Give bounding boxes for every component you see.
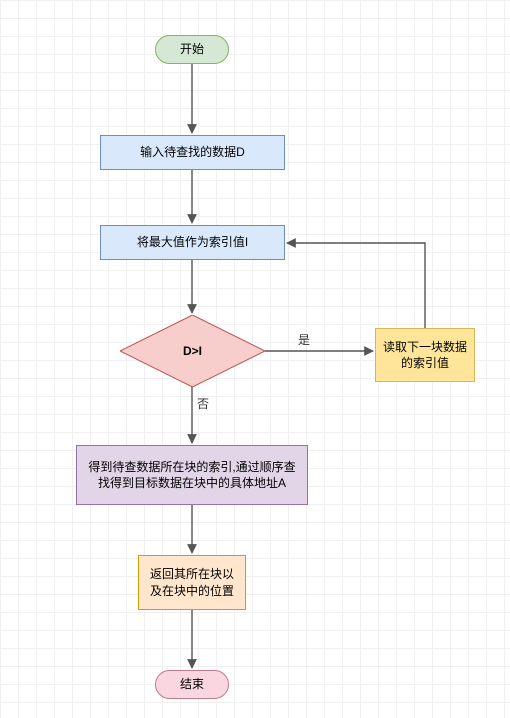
return-label: 返回其所在块以及在块中的位置 [145, 566, 239, 598]
index-label: 将最大值作为索引值I [137, 234, 248, 250]
next-node: 读取下一块数据的索引值 [375, 328, 475, 382]
end-label: 结束 [180, 676, 204, 692]
decision-node: D>I [120, 315, 265, 387]
decision-label: D>I [183, 343, 202, 359]
start-node: 开始 [155, 35, 229, 64]
yes-label: 是 [298, 331, 310, 348]
next-label: 读取下一块数据的索引值 [382, 339, 468, 371]
end-node: 结束 [155, 670, 229, 699]
found-label: 得到待查数据所在块的索引,通过顺序查找得到目标数据在块中的具体地址A [83, 459, 301, 491]
index-node: 将最大值作为索引值I [100, 225, 285, 260]
return-node: 返回其所在块以及在块中的位置 [138, 555, 246, 610]
found-node: 得到待查数据所在块的索引,通过顺序查找得到目标数据在块中的具体地址A [76, 445, 308, 505]
input-node: 输入待查找的数据D [100, 135, 285, 170]
no-label: 否 [197, 395, 209, 412]
start-label: 开始 [180, 41, 204, 57]
input-label: 输入待查找的数据D [140, 144, 245, 160]
